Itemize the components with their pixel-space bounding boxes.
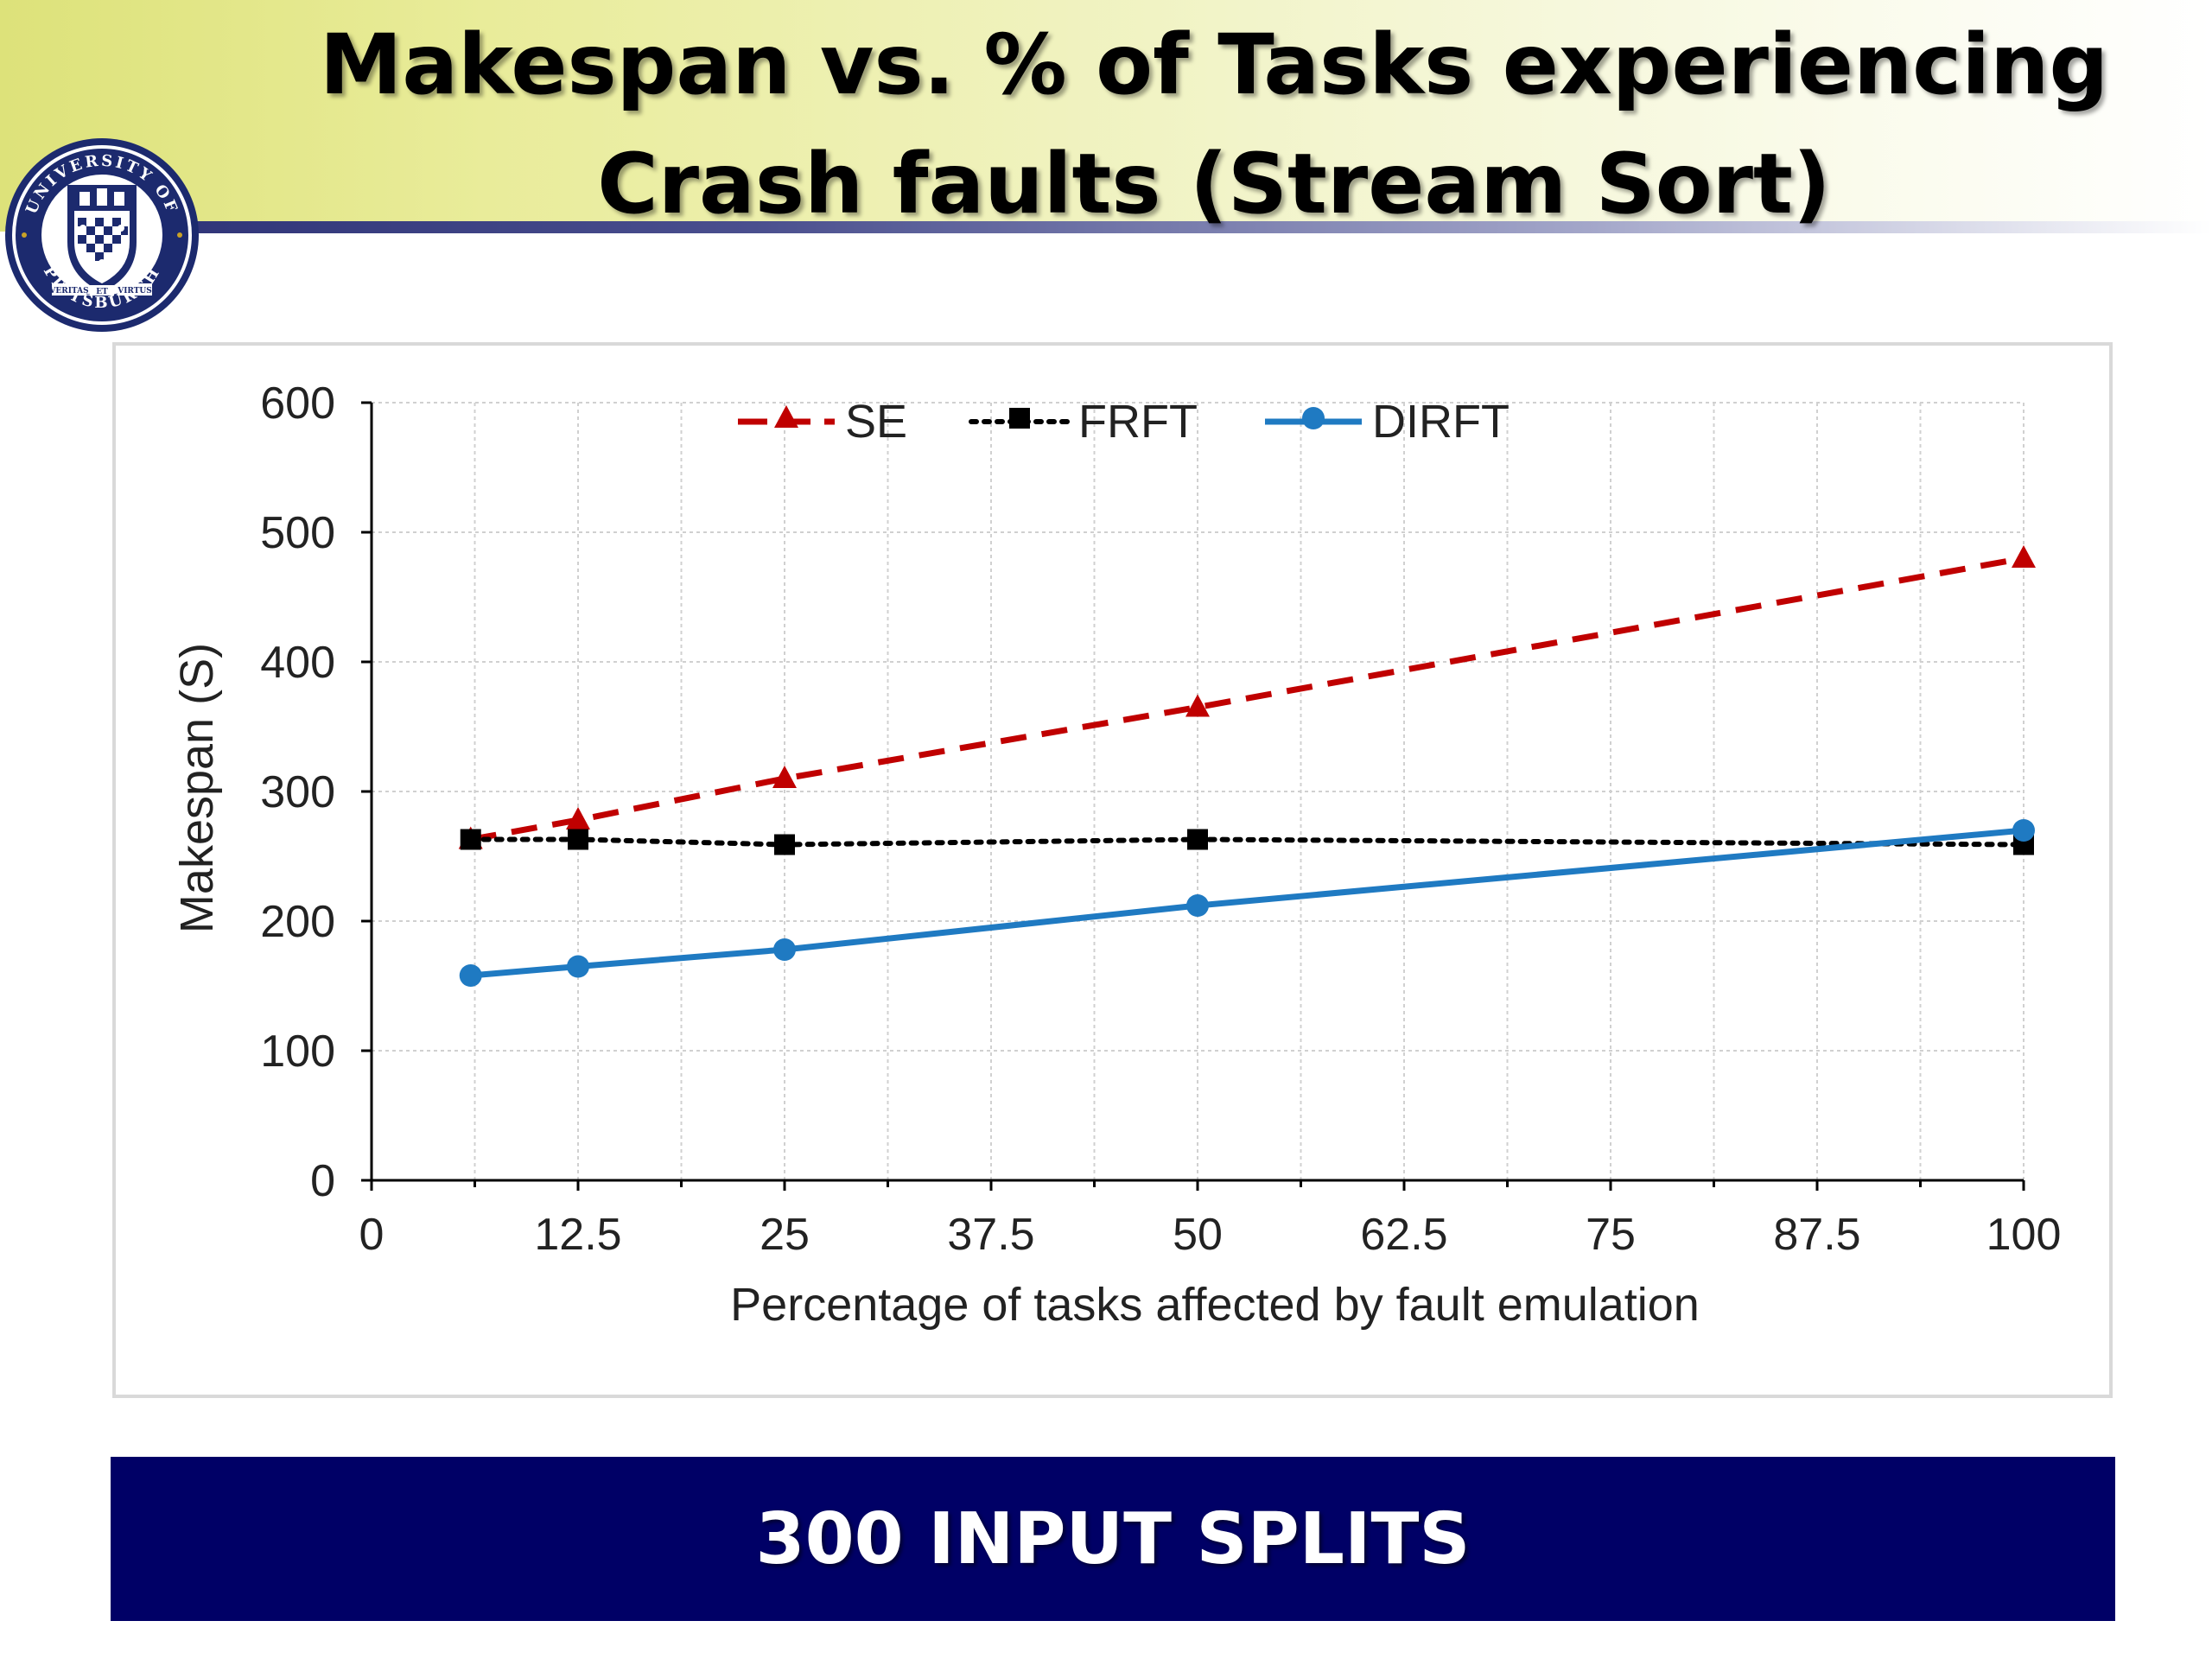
data-point-se <box>2012 545 2036 568</box>
legend-label-se: SE <box>845 396 907 448</box>
data-point-dirft <box>1186 894 1209 917</box>
seal-motto-mid: ET <box>96 288 108 296</box>
data-point-se <box>566 807 590 830</box>
x-tick-label: 62.5 <box>1360 1210 1447 1260</box>
x-tick-label: 25 <box>760 1210 810 1260</box>
data-point-dirft <box>2012 819 2035 842</box>
series-line-se <box>470 555 2024 842</box>
series-line-dirft <box>470 827 2024 979</box>
seal-motto-right: VIRTUS <box>117 287 152 296</box>
data-point-frft <box>460 829 481 850</box>
y-axis-title: Makespan (S) <box>171 643 223 933</box>
data-point-frft <box>774 834 795 855</box>
y-tick-label: 500 <box>260 508 335 558</box>
x-tick-label: 37.5 <box>947 1210 1034 1260</box>
data-point-se <box>772 766 797 788</box>
header-band <box>0 0 2212 232</box>
data-point-se <box>1185 694 1210 717</box>
x-tick-label: 87.5 <box>1773 1210 1860 1260</box>
y-tick-label: 600 <box>260 378 335 429</box>
y-tick-label: 400 <box>260 638 335 688</box>
footer-banner: 300 INPUT SPLITS <box>111 1457 2115 1621</box>
y-tick-label: 300 <box>260 767 335 817</box>
legend-marker-se <box>774 405 798 428</box>
x-axis-title: Percentage of tasks affected by fault em… <box>730 1279 1700 1331</box>
slide-title: Makespan vs. % of Tasks experiencing Cra… <box>319 16 2109 232</box>
chart-frame: 0 12.5 25 37.5 50 62.5 75 87.5 100 0 100 200 300 400 5… <box>112 342 2113 1398</box>
header-rule <box>130 221 2212 233</box>
y-tick-label: 100 <box>260 1027 335 1077</box>
data-point-dirft <box>459 964 482 987</box>
legend-label-dirft: DIRFT <box>1372 396 1510 448</box>
x-tick-label: 100 <box>1986 1210 2062 1260</box>
y-tick-label: 200 <box>260 897 335 947</box>
data-point-frft <box>568 829 588 850</box>
legend-marker-frft <box>1009 408 1030 429</box>
series-line-frft <box>467 836 2026 848</box>
x-tick-label: 50 <box>1173 1210 1223 1260</box>
seal-motto-left: VERITAS <box>48 287 88 296</box>
legend-marker-dirft <box>1302 407 1325 429</box>
makespan-line-chart: 0 12.5 25 37.5 50 62.5 75 87.5 100 0 100 200 300 400 5… <box>171 378 2062 1331</box>
x-tick-label: 75 <box>1586 1210 1636 1260</box>
footer-text: 300 INPUT SPLITS <box>755 1497 1471 1580</box>
data-point-frft <box>1187 829 1208 850</box>
x-tick-label: 0 <box>359 1210 385 1260</box>
x-tick-label: 12.5 <box>534 1210 621 1260</box>
data-point-dirft <box>567 955 589 978</box>
y-tick-label: 0 <box>310 1156 335 1206</box>
data-point-dirft <box>773 938 796 961</box>
legend-label-frft: FRFT <box>1078 396 1198 448</box>
university-seal-logo: UNIVERSITY OF PITTSBURGH VERITAS ET VIRT… <box>5 138 199 332</box>
